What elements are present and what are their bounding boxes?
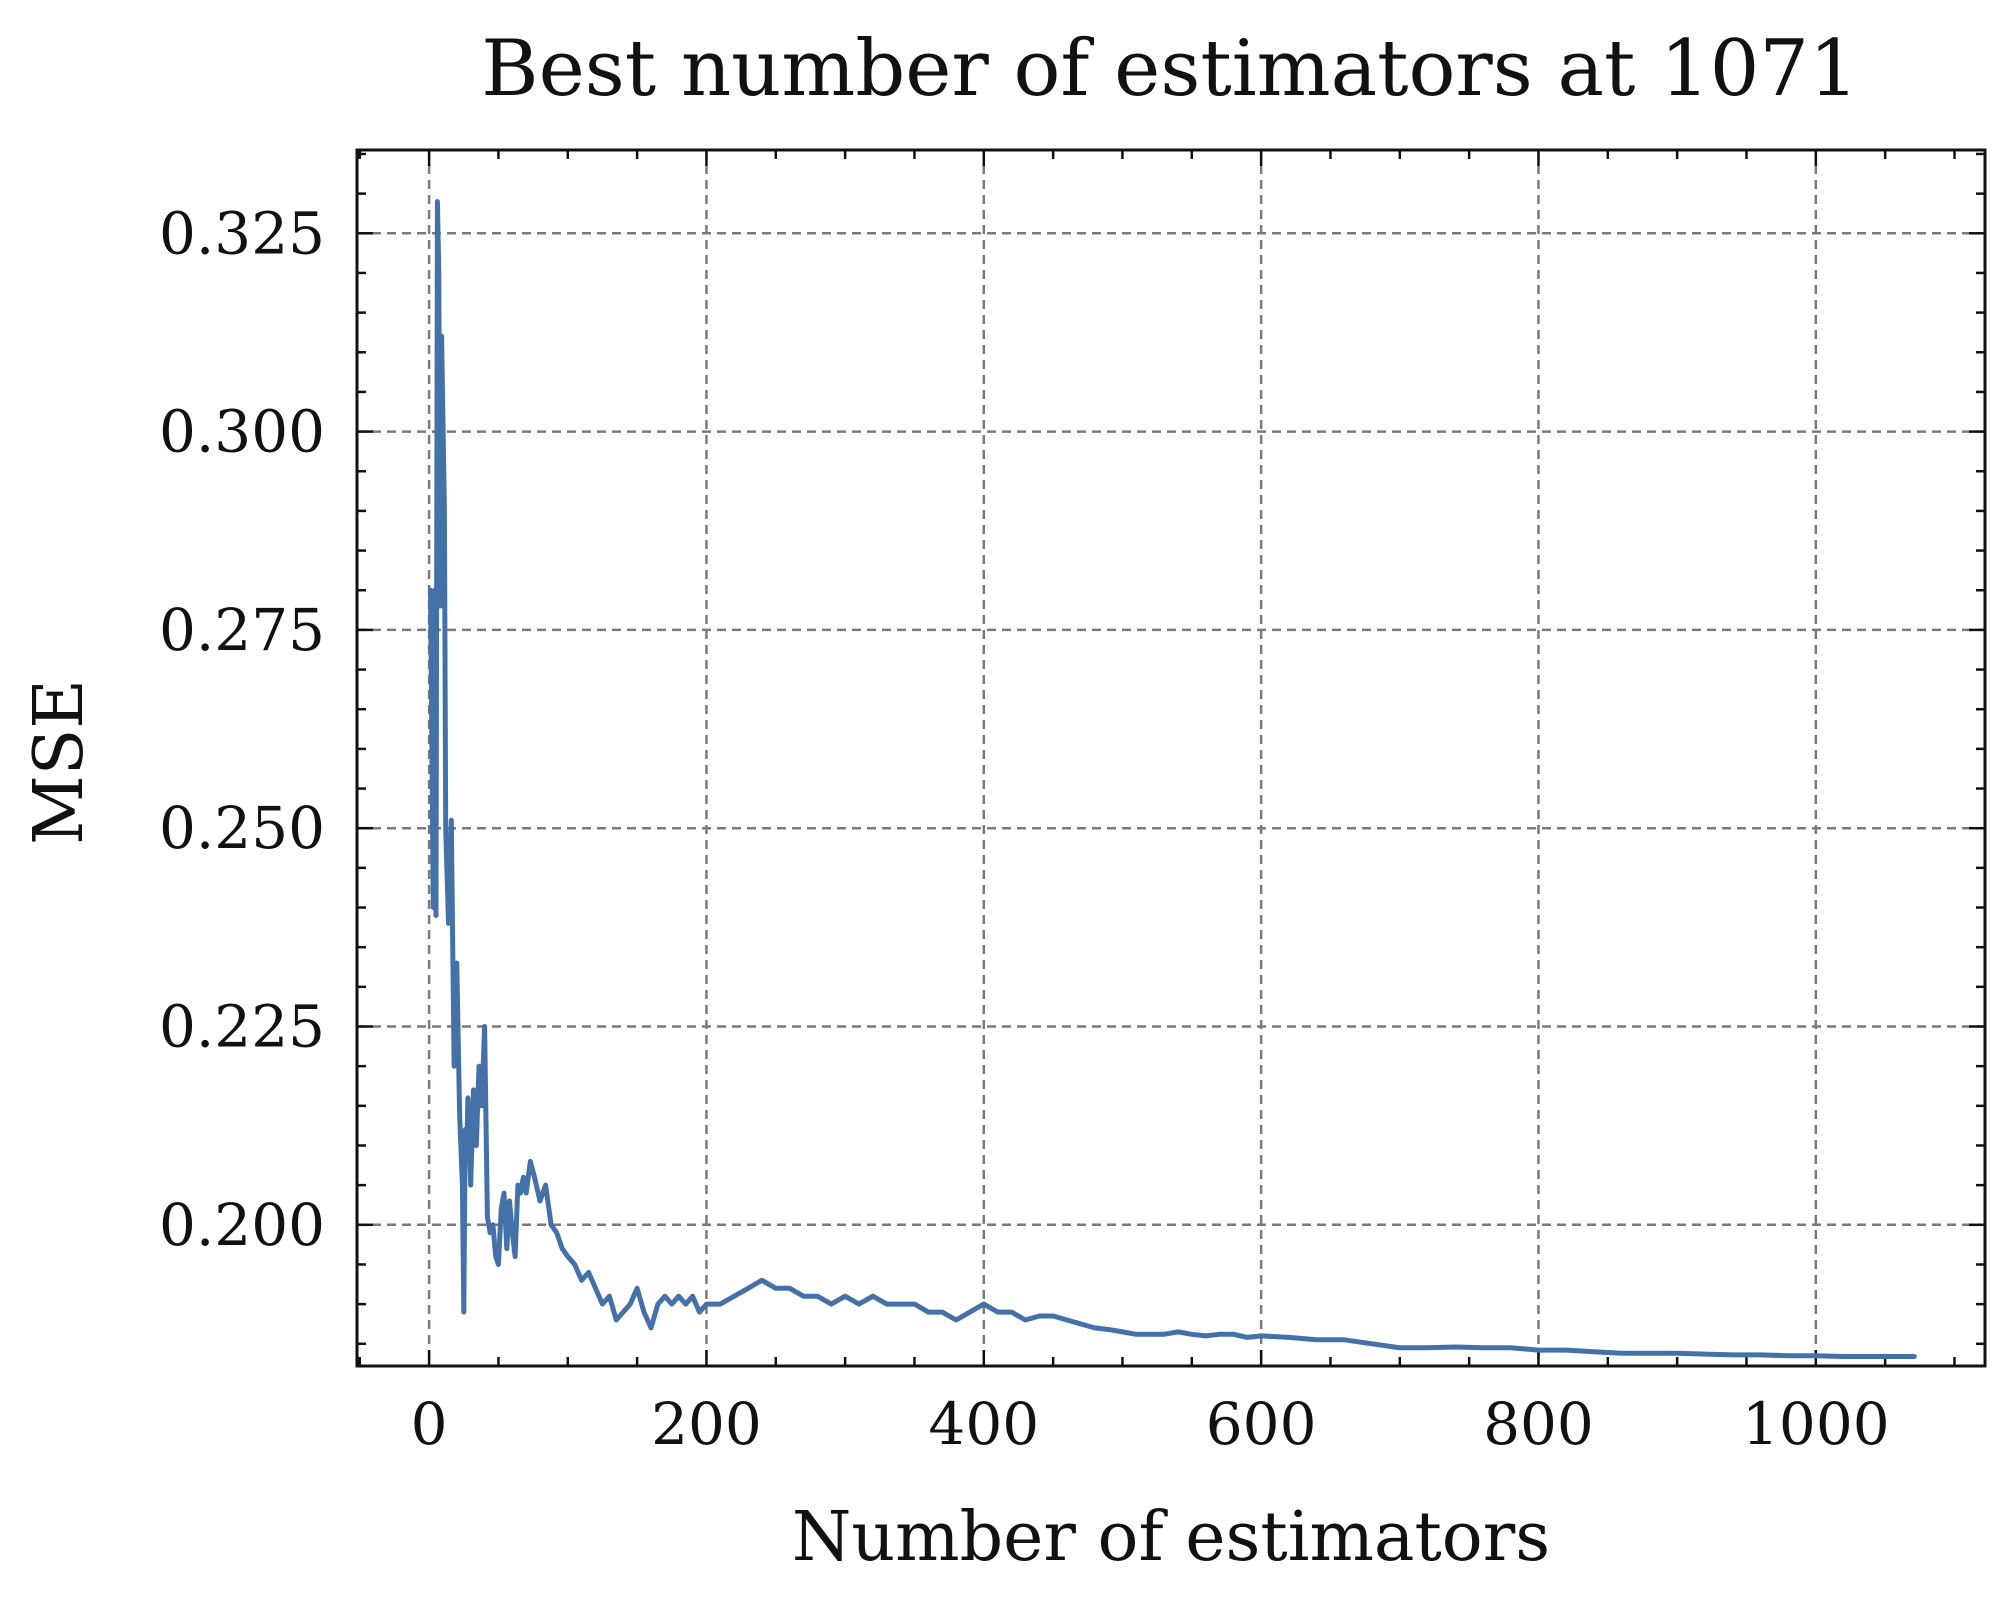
- y-tick-label: 0.300: [159, 398, 325, 466]
- y-tick-label: 0.200: [159, 1191, 325, 1259]
- y-tick-label: 0.250: [159, 794, 325, 862]
- plot-area: [428, 199, 1917, 1359]
- x-tick-label: 800: [1483, 1390, 1594, 1458]
- x-tick-label: 0: [411, 1390, 448, 1458]
- x-tick-label: 200: [651, 1390, 762, 1458]
- y-tick-label: 0.225: [159, 993, 325, 1061]
- series-line: [428, 199, 1917, 1359]
- axis-ticks: [357, 150, 1985, 1366]
- chart-title: Best number of estimators at 1071: [481, 24, 1858, 114]
- y-tick-label: 0.275: [159, 596, 325, 664]
- grid: [357, 150, 1985, 1366]
- y-tick-label: 0.325: [159, 199, 325, 267]
- x-tick-label: 1000: [1742, 1390, 1890, 1458]
- x-tick-label: 400: [928, 1390, 1039, 1458]
- axes-frame: [355, 148, 1987, 1368]
- x-axis-label: Number of estimators: [792, 1498, 1550, 1577]
- tick-labels: 0 200 400 600 800 1000 0.200 0.225 0.250 0.275 0.3…: [159, 199, 1890, 1458]
- x-tick-label: 600: [1206, 1390, 1317, 1458]
- y-axis-label: MSE: [20, 679, 99, 845]
